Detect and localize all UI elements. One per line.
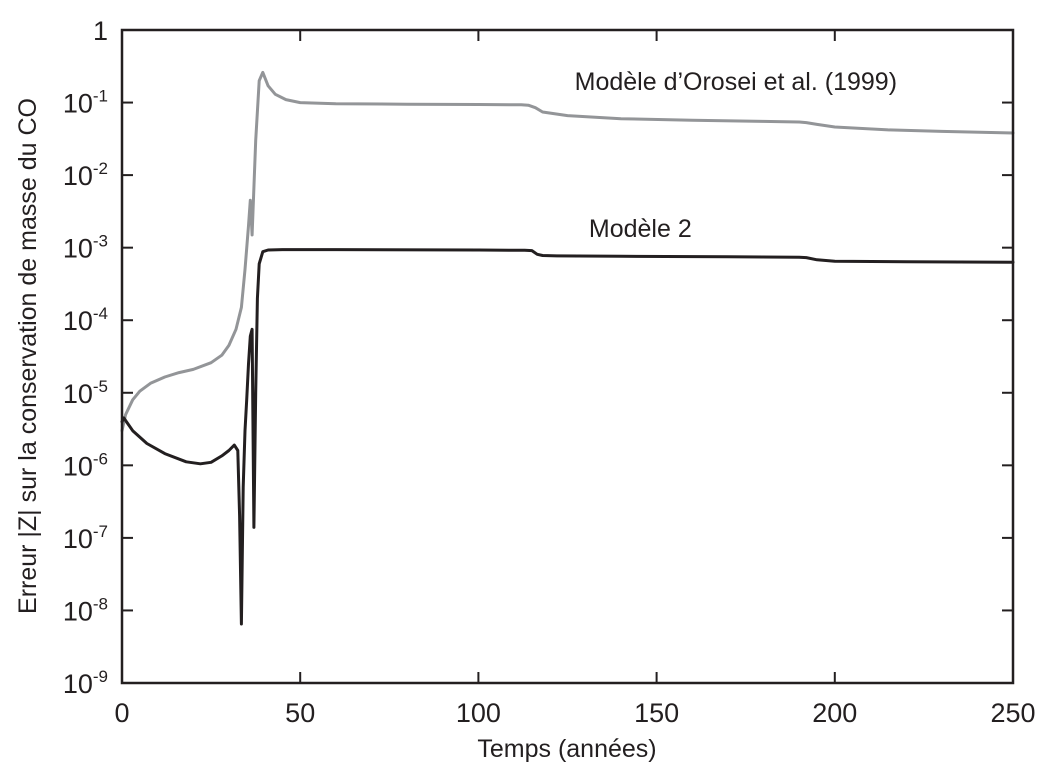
x-tick-label: 150 <box>634 698 679 728</box>
y-tick-label: 10-5 <box>63 377 108 409</box>
y-tick-label: 10-6 <box>63 449 108 481</box>
annotations: Modèle d’Orosei et al. (1999) Modèle 2 <box>575 68 897 243</box>
plot-frame <box>120 28 1015 685</box>
y-tick-label: 1 <box>93 16 108 46</box>
y-tick-label: 10-7 <box>63 522 108 554</box>
tick-labels: 0 50 100 150 200 250 10-9 10-8 10-7 10-6 10-5 10-4 1… <box>63 16 1036 728</box>
y-tick-label: 10-4 <box>63 304 108 336</box>
x-tick-label: 100 <box>456 698 501 728</box>
plot-lines <box>120 70 1015 626</box>
x-axis-title: Temps (années) <box>477 735 656 763</box>
x-tick-label: 0 <box>114 698 129 728</box>
y-tick-label: 10-1 <box>63 87 108 119</box>
ticks <box>121 29 1014 684</box>
series-annotation-2: Modèle 2 <box>589 215 692 243</box>
series-annotation-1: Modèle d’Orosei et al. (1999) <box>575 68 897 96</box>
series-line-2 <box>120 248 1015 626</box>
series-line-1 <box>120 70 1015 433</box>
x-tick-label: 250 <box>990 698 1035 728</box>
y-tick-label: 10-3 <box>63 232 108 264</box>
y-tick-label: 10-2 <box>63 159 108 191</box>
x-tick-label: 200 <box>812 698 857 728</box>
y-tick-label: 10-8 <box>63 594 108 626</box>
y-axis-title: Erreur |Z| sur la conservation de masse … <box>14 98 42 614</box>
x-tick-label: 50 <box>285 698 315 728</box>
y-tick-label: 10-9 <box>63 667 108 699</box>
